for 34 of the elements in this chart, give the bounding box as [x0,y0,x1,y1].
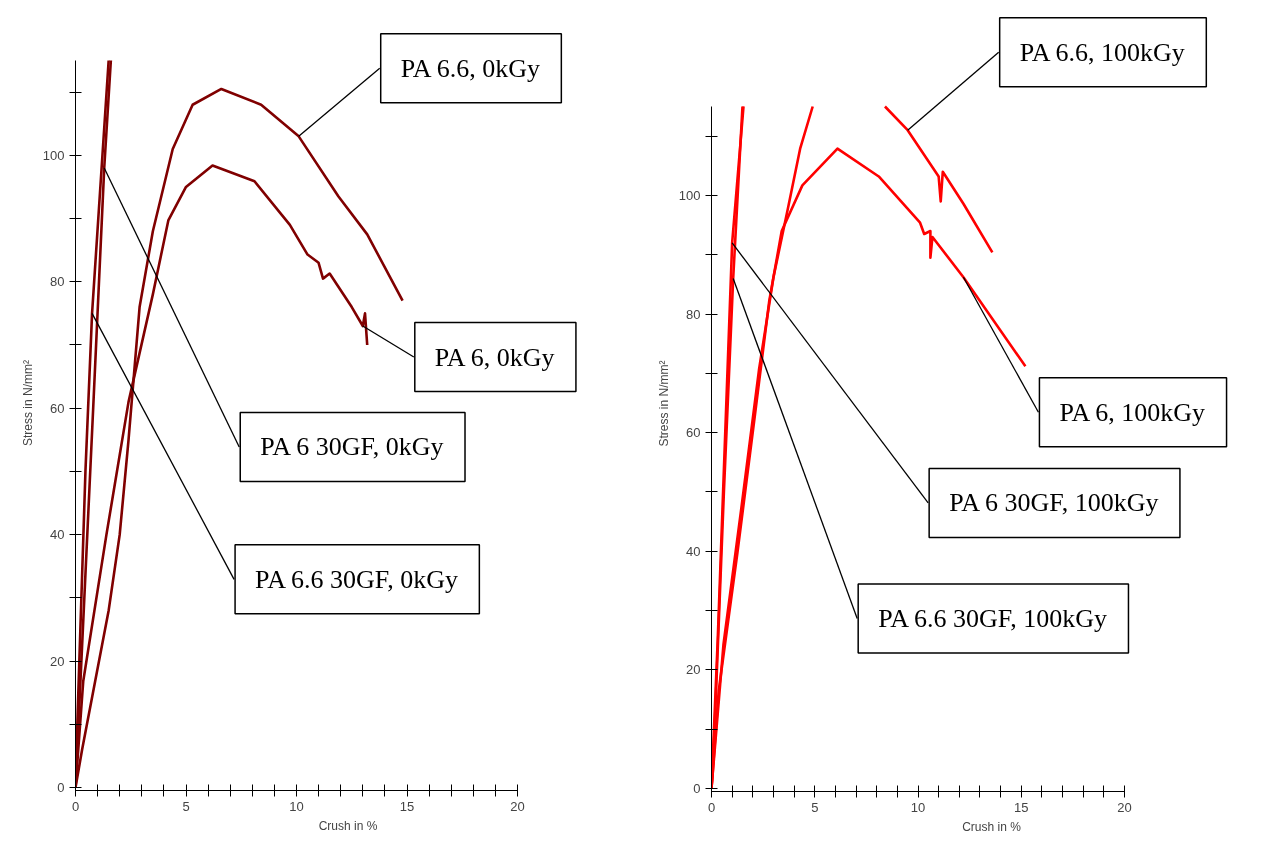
annotation: PA 6 30GF, 0kGy [260,432,444,462]
y-tick-label: 100 [678,187,701,203]
y-tick-label: 20 [686,662,701,678]
y-tick-label: 100 [42,147,65,163]
x-tick-label: 0 [707,799,716,815]
x-tick-label: 0 [71,798,80,814]
y-tick-label: 60 [686,425,701,441]
x-tick-label: 15 [1014,799,1029,815]
x-axis-title: Crush in % [962,819,1022,834]
x-tick-label: 5 [182,798,190,814]
y-axis-title: Stress in N/mm² [656,360,671,447]
y-tick-label: 0 [57,780,65,795]
x-tick-label: 20 [1117,799,1132,815]
y-tick-label: 20 [50,653,65,669]
x-tick-label: 20 [510,798,525,814]
annotation: PA 6.6 30GF, 0kGy [255,564,458,594]
annotation: PA 6 30GF, 100kGy [949,488,1159,518]
y-axis-title: Stress in N/mm² [20,359,35,446]
y-tick-label: 0 [693,781,701,796]
y-tick-label: 40 [50,527,65,543]
annotation: PA 6.6, 0kGy [400,53,540,83]
x-axis-title: Crush in % [318,818,378,833]
x-tick-label: 5 [811,799,819,815]
annotation: PA 6.6, 100kGy [1019,37,1185,67]
y-tick-label: 80 [50,274,65,290]
y-tick-label: 40 [686,543,701,559]
x-tick-label: 10 [289,798,304,814]
annotation: PA 6, 100kGy [1059,397,1206,427]
y-tick-label: 60 [50,400,65,416]
x-tick-label: 10 [910,799,926,815]
annotation: PA 6.6 30GF, 100kGy [878,603,1108,633]
annotation: PA 6, 0kGy [434,342,555,372]
y-tick-label: 80 [686,306,701,322]
x-tick-label: 15 [399,798,415,814]
